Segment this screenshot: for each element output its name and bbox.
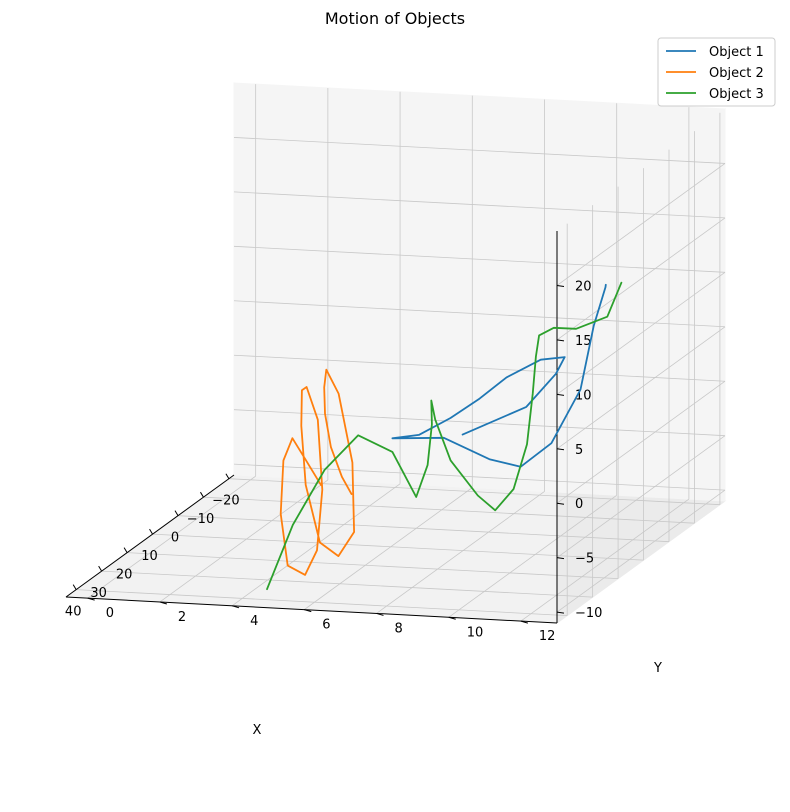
y-tick-mark-6: [520, 620, 529, 624]
z-tick-label-3: 5: [575, 443, 583, 458]
grid-z-side-4: [233, 245, 726, 273]
x-tick-mark-5: [98, 565, 103, 572]
chart-title: Motion of Objects: [325, 9, 465, 28]
x-tick-mark-3: [149, 528, 153, 535]
y-tick-mark-5: [448, 616, 456, 620]
x-tick-mark-0: [225, 473, 230, 479]
series-line-object-1: [391, 283, 607, 468]
grid-z-back-4: [556, 272, 726, 395]
legend-label-object-3: Object 3: [709, 87, 764, 102]
grid-z-back-5: [556, 217, 726, 341]
y-tick-mark-2: [231, 605, 240, 609]
z-tick-label-1: −5: [575, 552, 594, 567]
grid-y-floor-4: [376, 491, 545, 614]
grid-x-floor-6: [76, 589, 568, 617]
grid-x-floor-5: [101, 570, 593, 598]
y-tick-label-2: 4: [250, 614, 258, 629]
grid-y-floor-5: [448, 494, 617, 618]
x-axis-label: X: [253, 723, 262, 738]
series-group: [266, 281, 623, 591]
z-tick-label-0: −10: [575, 606, 602, 621]
series-line-object-2: [279, 368, 355, 576]
grid-x-floor-3: [152, 533, 644, 561]
y-tick-label-0: 0: [106, 606, 114, 621]
y-tick-mark-4: [376, 612, 384, 616]
z-tick-mark-6: [556, 284, 565, 287]
x-tick-label-0: −20: [212, 494, 239, 509]
x-tick-mark-2: [174, 510, 179, 516]
x-tick-label-6: 40: [65, 605, 82, 620]
z-tick-mark-2: [556, 502, 565, 505]
x-tick-label-4: 20: [116, 568, 133, 583]
grid-x-floor-2: [177, 515, 670, 543]
y-tick-mark-1: [159, 601, 168, 605]
y-axis-label: Y: [653, 661, 662, 676]
grid-y-floor-0: [87, 475, 256, 599]
x-tick-mark-1: [200, 491, 204, 498]
x-tick-label-2: 0: [171, 531, 179, 546]
y-tick-label-3: 6: [322, 618, 330, 633]
y-tick-label-1: 2: [178, 610, 186, 625]
grid-z-back-1: [556, 435, 726, 558]
grid-y-floor-3: [304, 487, 473, 610]
y-tick-label-5: 10: [467, 625, 484, 640]
z-tick-mark-4: [556, 393, 565, 396]
x-tick-label-3: 10: [141, 549, 158, 564]
y-axis-line: [65, 596, 558, 624]
z-tick-mark-0: [556, 611, 565, 614]
x-tick-label-1: −10: [187, 512, 214, 527]
grid-y-floor-2: [231, 483, 401, 607]
legend-label-object-2: Object 2: [709, 66, 764, 81]
grid-z-back-6: [556, 163, 726, 286]
y-tick-mark-0: [87, 597, 95, 601]
x-tick-mark-4: [123, 547, 128, 553]
grid-z-side-6: [233, 137, 726, 164]
y-tick-label-4: 8: [395, 621, 403, 636]
y-tick-label-6: 12: [539, 629, 556, 644]
grid-lines: [76, 84, 726, 622]
grid-x-floor-1: [203, 496, 695, 524]
grid-y-floor-6: [520, 498, 690, 622]
grid-z-side-2: [233, 354, 726, 382]
grid-x-floor-4: [127, 552, 619, 580]
x-tick-mark-6: [72, 584, 77, 590]
legend-frame: [657, 37, 776, 107]
grid-z-side-5: [233, 191, 726, 219]
legend-label-object-1: Object 1: [709, 45, 764, 60]
y-tick-mark-3: [304, 609, 312, 613]
series-line-object-3: [266, 281, 623, 591]
legend: Object 1 Object 2 Object 3: [657, 37, 776, 107]
z-tick-label-6: 20: [575, 279, 592, 294]
x-axis-line: [65, 474, 235, 598]
axes-panes: [64, 82, 727, 624]
z-tick-mark-5: [556, 339, 565, 342]
z-tick-label-5: 15: [575, 334, 592, 349]
grid-z-back-3: [556, 326, 726, 450]
z-tick-mark-1: [556, 557, 565, 560]
grid-z-side-0: [233, 463, 726, 491]
side-pane: [233, 82, 726, 502]
grid-z-back-2: [556, 380, 726, 504]
z-tick-mark-3: [556, 448, 565, 451]
grid-y-floor-1: [159, 479, 329, 603]
z-tick-label-2: 0: [575, 497, 583, 512]
x-tick-label-5: 30: [90, 586, 107, 601]
grid-z-back-0: [556, 489, 726, 613]
grid-z-side-3: [233, 300, 726, 328]
